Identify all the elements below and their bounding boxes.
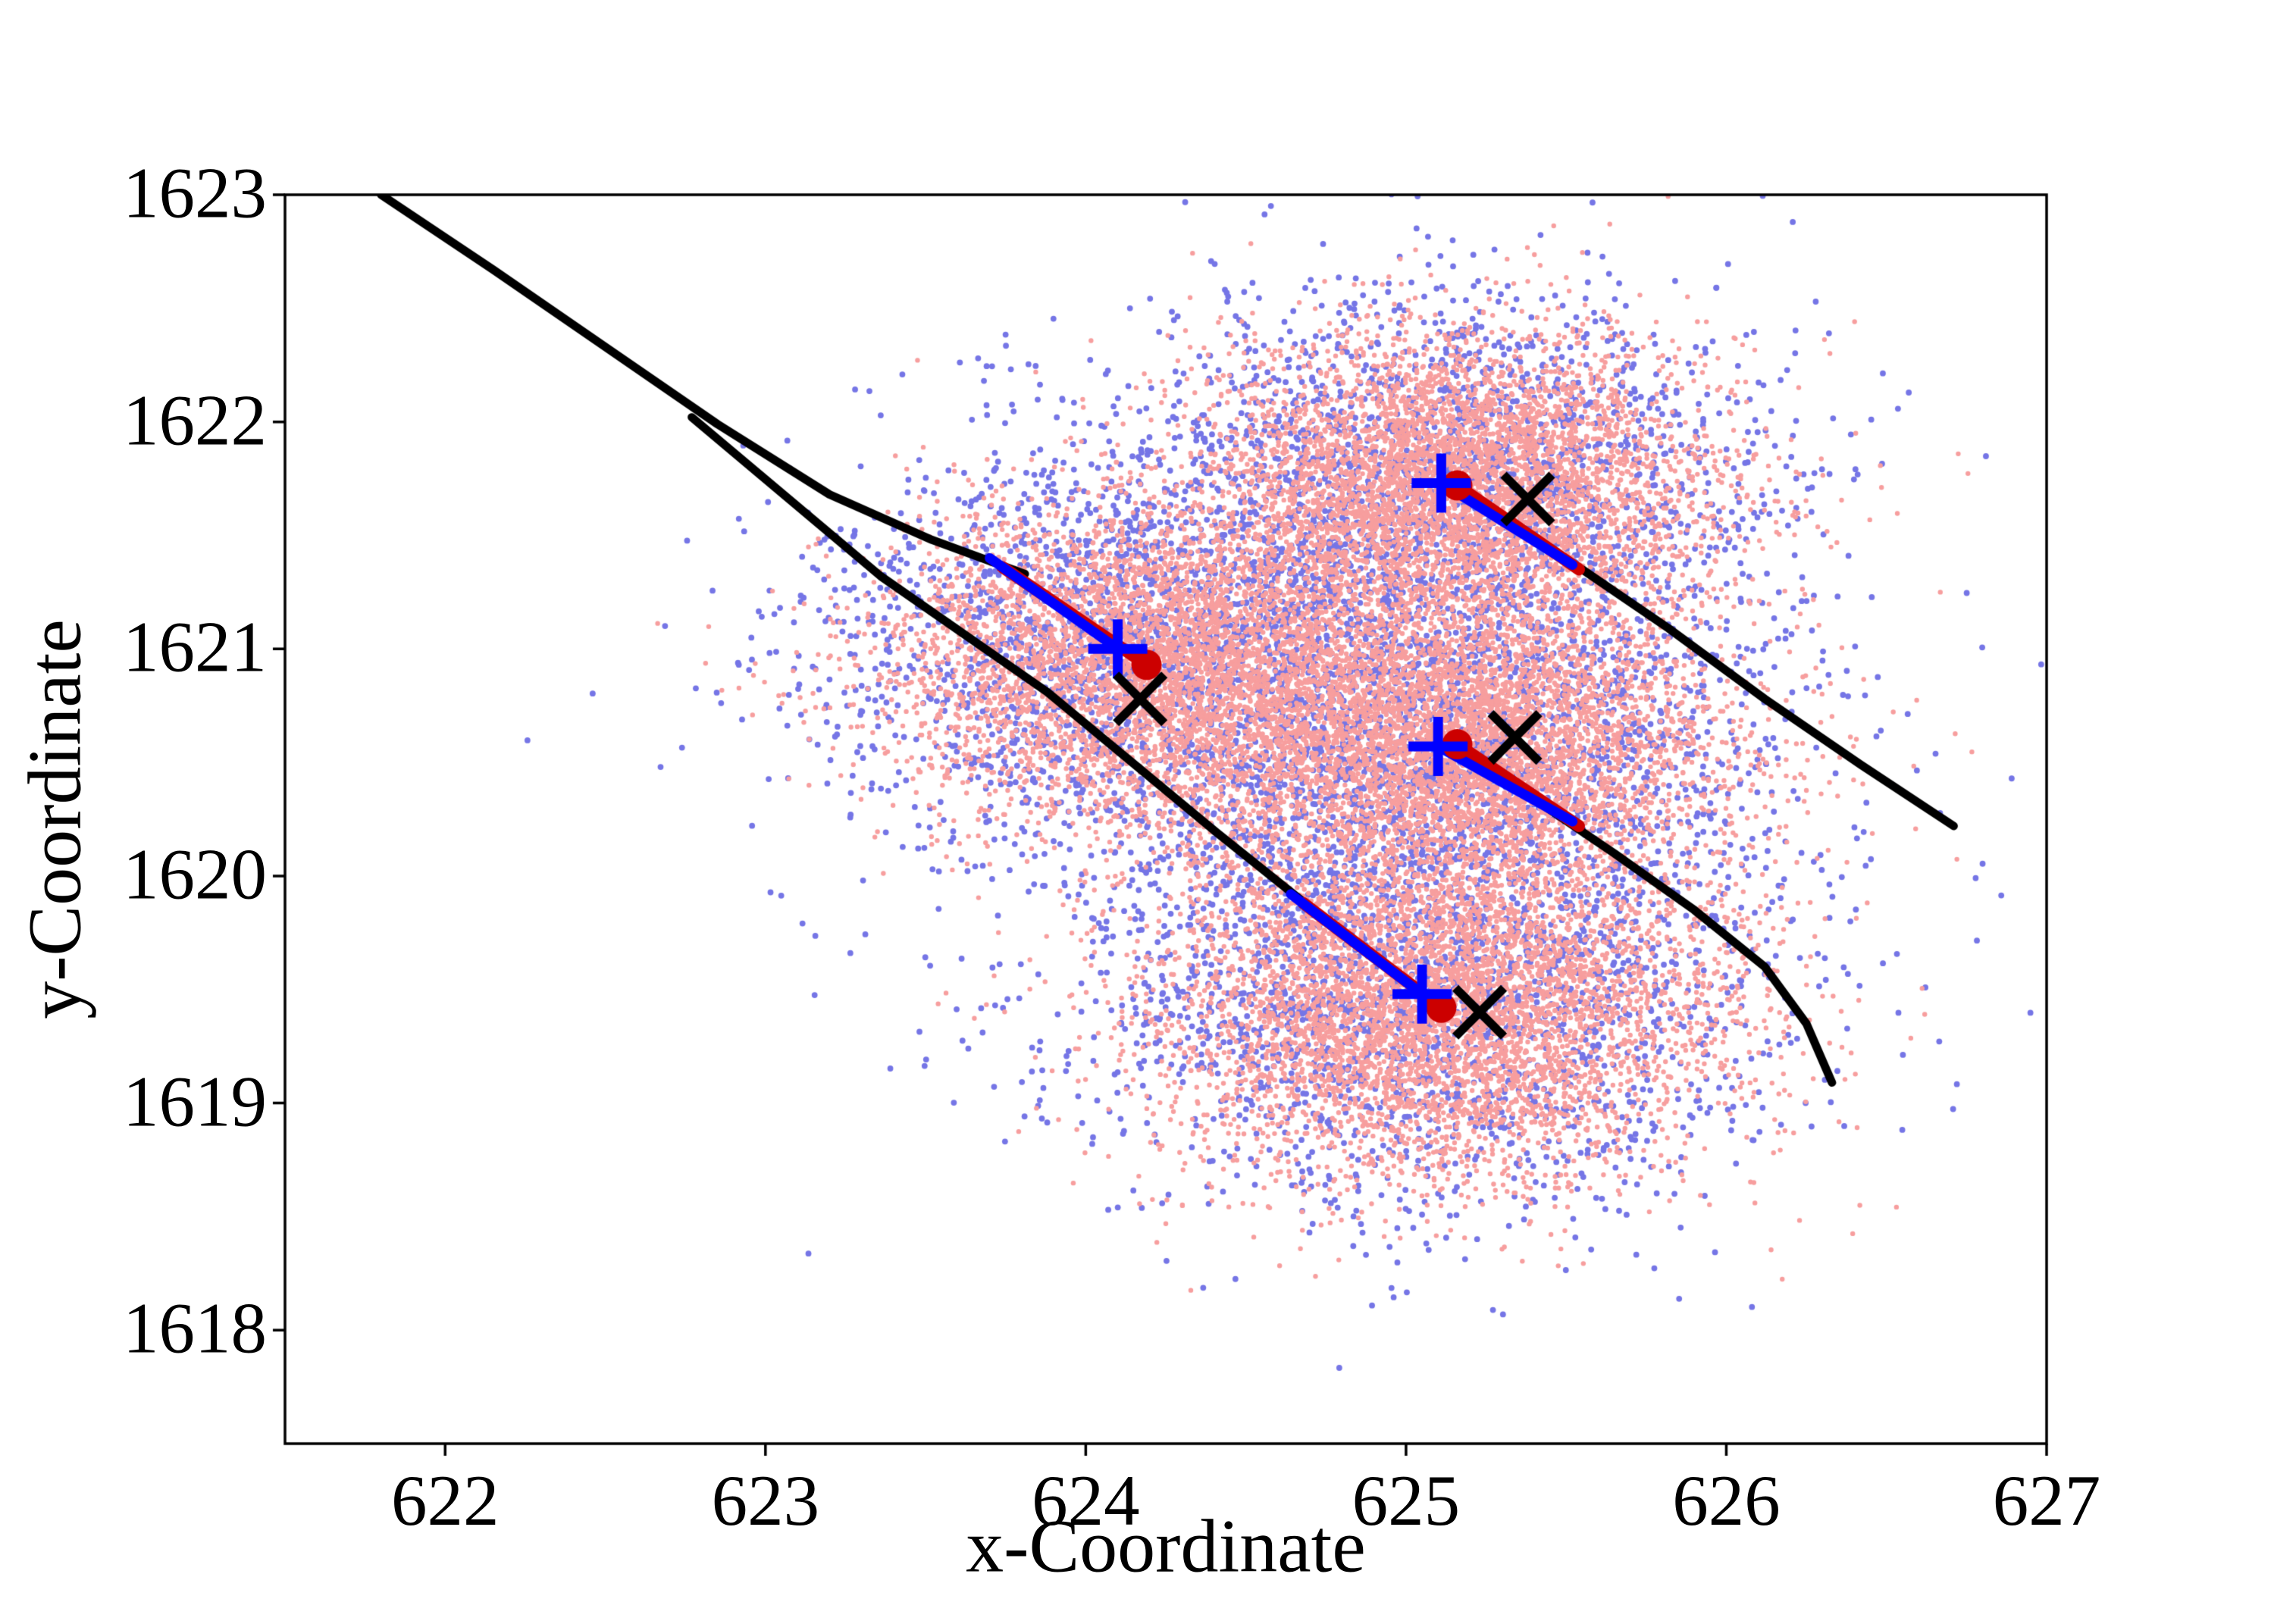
x-tick-label: 623 — [711, 1460, 820, 1541]
y-tick-label: 1622 — [123, 380, 267, 461]
x-tick-label: 627 — [1992, 1460, 2101, 1541]
x-tick-label: 622 — [391, 1460, 500, 1541]
x-axis-label: x-Coordinate — [966, 1504, 1366, 1588]
y-tick-label: 1619 — [123, 1061, 267, 1142]
x-tick-label: 626 — [1672, 1460, 1781, 1541]
y-tick-label: 1618 — [123, 1288, 267, 1369]
y-tick-label: 1620 — [123, 834, 267, 915]
y-tick-label: 1621 — [123, 606, 267, 687]
x-tick-label: 624 — [1032, 1460, 1140, 1541]
x-tick-label: 625 — [1352, 1460, 1461, 1541]
y-tick-label: 1623 — [123, 152, 267, 233]
